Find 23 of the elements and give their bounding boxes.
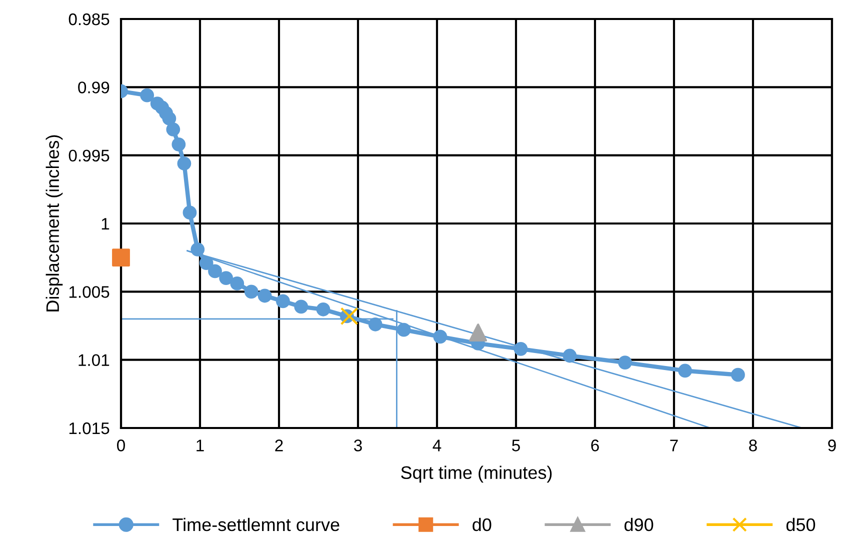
y-axis-title: Displacement (inches) bbox=[46, 135, 63, 312]
y-tick-label: 0.995 bbox=[68, 150, 110, 162]
y-tick-label: 0.99 bbox=[78, 82, 110, 94]
x-tick-label: 8 bbox=[749, 440, 757, 452]
y-tick-label: 1.005 bbox=[69, 286, 110, 298]
x-tick-label: 5 bbox=[512, 440, 520, 452]
x-tick-label: 3 bbox=[354, 440, 362, 452]
legend-label: d50 bbox=[786, 518, 816, 532]
legend-label: d0 bbox=[472, 518, 492, 532]
x-tick-label: 0 bbox=[117, 440, 125, 452]
x-axis-title: Sqrt time (minutes) bbox=[401, 466, 552, 483]
legend-label: Time-settlemnt curve bbox=[172, 518, 340, 532]
y-tick-label: 1.01 bbox=[78, 354, 110, 366]
x-tick-label: 2 bbox=[275, 440, 283, 452]
x-tick-label: 6 bbox=[591, 440, 599, 452]
x-tick-label: 1 bbox=[196, 440, 204, 452]
x-tick-label: 9 bbox=[828, 440, 836, 452]
x-tick-label: 7 bbox=[670, 440, 678, 452]
x-tick-label: 4 bbox=[432, 440, 442, 452]
y-tick-label: 1 bbox=[102, 218, 110, 230]
y-tick-label: 1.015 bbox=[69, 422, 110, 434]
y-tick-label: 0.985 bbox=[68, 13, 110, 26]
legend-label: d90 bbox=[624, 518, 654, 532]
